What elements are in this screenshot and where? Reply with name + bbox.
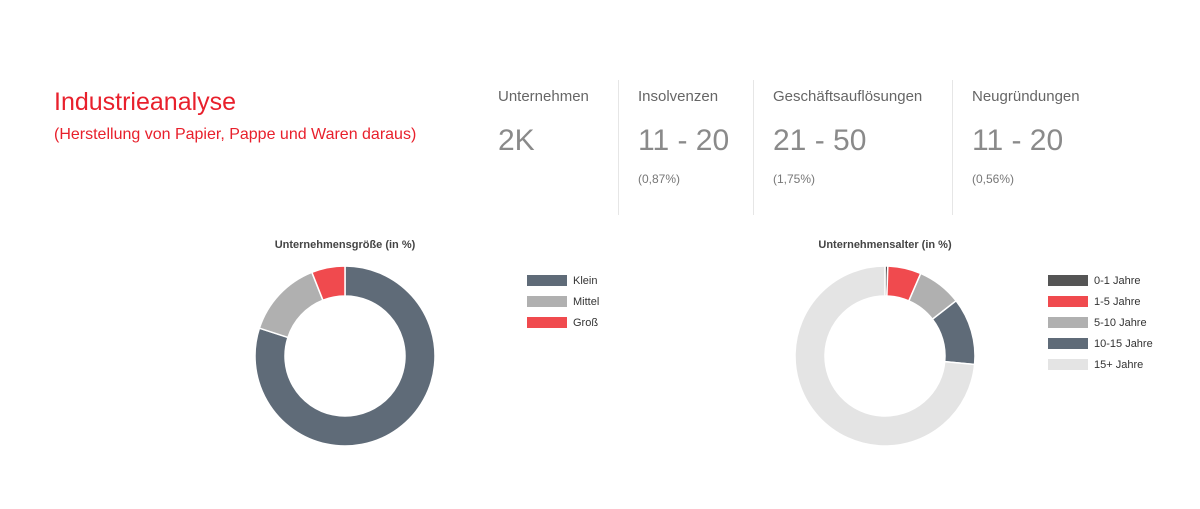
legend-label: Groß: [573, 316, 599, 329]
legend-item-mittel[interactable]: Mittel: [527, 291, 599, 312]
stat-neugruendungen: Neugründungen 11 - 20 (0,56%): [952, 80, 1113, 215]
legend-swatch: [1048, 317, 1088, 328]
legend-swatch: [527, 275, 567, 286]
legend-item-15-jahre[interactable]: 15+ Jahre: [1048, 354, 1153, 375]
stat-value: 11 - 20: [638, 124, 730, 157]
stat-percent: (0,87%): [638, 172, 681, 186]
stat-insolvenzen: Insolvenzen 11 - 20 (0,87%): [618, 80, 753, 215]
stat-value: 21 - 50: [773, 124, 867, 157]
legend-item-5-10-jahre[interactable]: 5-10 Jahre: [1048, 312, 1153, 333]
donut-chart-svg: [254, 265, 436, 447]
donut-slice-klein[interactable]: [254, 265, 436, 447]
legend-swatch: [1048, 296, 1088, 307]
stat-label: Geschäftsauflösungen: [773, 88, 923, 105]
legend-item-1-5-jahre[interactable]: 1-5 Jahre: [1048, 291, 1153, 312]
stat-percent: (1,75%): [773, 172, 816, 186]
stat-label: Insolvenzen: [638, 88, 719, 105]
donut-chart-svg: [794, 265, 976, 447]
legend-label: 10-15 Jahre: [1094, 337, 1153, 350]
chart-title: Unternehmensgröße (in %): [274, 239, 416, 251]
legend-item-0-1-jahre[interactable]: 0-1 Jahre: [1048, 270, 1153, 291]
donut-slice-15-jahre[interactable]: [794, 265, 976, 447]
page-title: Industrieanalyse: [54, 88, 237, 116]
stat-value: 2K: [498, 124, 535, 157]
legend-swatch: [1048, 275, 1088, 286]
chart-title: Unternehmensalter (in %): [818, 239, 952, 251]
legend-label: 0-1 Jahre: [1094, 274, 1141, 287]
legend-item-klein[interactable]: Klein: [527, 270, 599, 291]
legend-item-10-15-jahre[interactable]: 10-15 Jahre: [1048, 333, 1153, 354]
legend-label: 1-5 Jahre: [1094, 295, 1141, 308]
page-subtitle: (Herstellung von Papier, Pappe und Waren…: [54, 126, 417, 143]
stat-unternehmen: Unternehmen 2K: [480, 80, 618, 215]
chart-legend: 0-1 Jahre 1-5 Jahre 5-10 Jahre 10-15 Jahre 1…: [1048, 270, 1153, 375]
legend-swatch: [1048, 338, 1088, 349]
legend-swatch: [1048, 359, 1088, 370]
stat-geschaeftsaufloesungen: Geschäftsauflösungen 21 - 50 (1,75%): [753, 80, 952, 215]
legend-label: Mittel: [573, 295, 600, 308]
legend-item-gro[interactable]: Groß: [527, 312, 599, 333]
legend-label: 5-10 Jahre: [1094, 316, 1147, 329]
legend-label: 15+ Jahre: [1094, 358, 1144, 371]
chart-unternehmensgroesse: Unternehmensgröße (in %) Klein Mittel Groß: [195, 230, 675, 470]
stat-percent: (0,56%): [972, 172, 1015, 186]
chart-legend: Klein Mittel Groß: [527, 270, 599, 333]
legend-swatch: [527, 296, 567, 307]
title-block: Industrieanalyse (Herstellung von Papier…: [54, 86, 434, 145]
legend-swatch: [527, 317, 567, 328]
donut-slice-mittel[interactable]: [258, 271, 324, 339]
stat-label: Neugründungen: [972, 88, 1080, 105]
stat-label: Unternehmen: [498, 88, 589, 105]
donut-slice-gro[interactable]: [310, 265, 346, 302]
legend-label: Klein: [573, 274, 598, 287]
chart-unternehmensalter: Unternehmensalter (in %) 0-1 Jahre 1-5 Ja…: [735, 230, 1200, 470]
stat-value: 11 - 20: [972, 124, 1064, 157]
